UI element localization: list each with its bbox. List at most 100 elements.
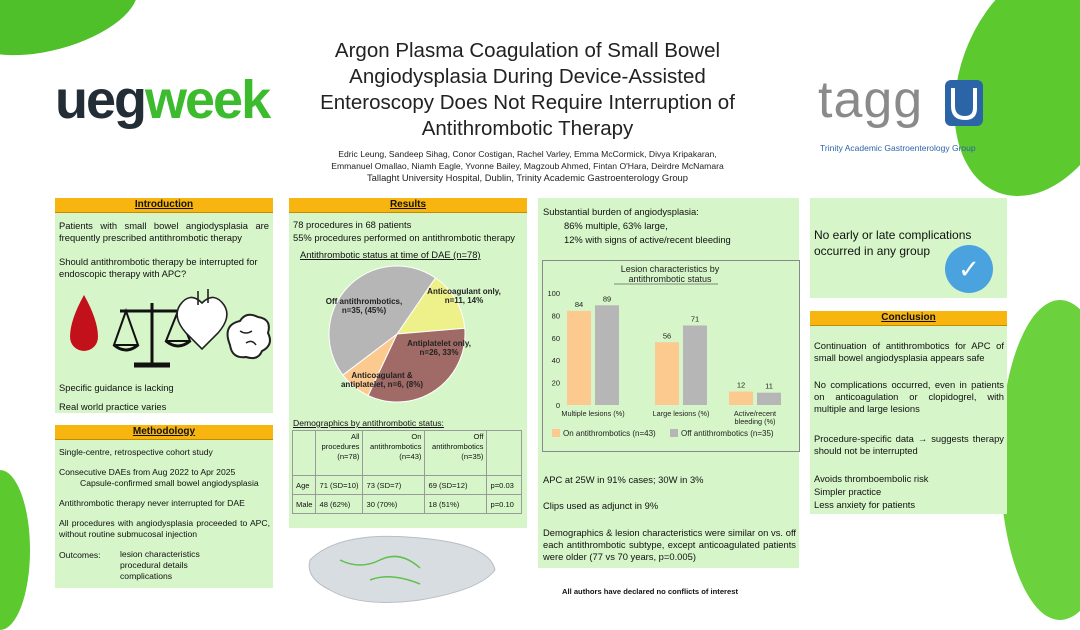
table-cell: Male xyxy=(291,494,317,514)
pie-slice xyxy=(328,265,437,376)
legend-label: Off antithrombotics (n=35) xyxy=(681,429,774,438)
poster-title: Argon Plasma Coagulation of Small Bowel … xyxy=(320,39,735,140)
outcome-item-2: procedural details xyxy=(120,560,188,570)
method-paragraph-2a: Consecutive DAEs from Aug 2022 to Apr 20… xyxy=(59,467,236,477)
y-tick-label: 20 xyxy=(552,379,560,388)
conclusion-paragraph-2: No complications occurred, even in patie… xyxy=(814,379,1004,414)
results-line-2: 55% procedures performed on antithrombot… xyxy=(293,232,515,243)
bar xyxy=(655,342,679,405)
conclusion-panel xyxy=(810,311,1007,514)
authors-line-1: Edric Leung, Sandeep Sihag, Conor Costig… xyxy=(338,149,717,159)
y-tick-label: 60 xyxy=(552,334,560,343)
demographics-table: All procedures (n=78) On antithrombotics… xyxy=(291,430,523,514)
introduction-panel xyxy=(55,198,273,413)
bar-value-label: 89 xyxy=(603,294,611,303)
ueg-logo-text: ueg xyxy=(55,70,147,130)
outcome-item-3: complications xyxy=(120,571,173,581)
table-header-cell: On antithrombotics (n=43) xyxy=(362,430,426,476)
pie-chart: Off antithrombotics, n=35, (45%) Anticoagu… xyxy=(326,265,501,403)
pie-slice-label: Antiplatelet only, n=26, 33% xyxy=(407,339,471,357)
x-category-label: Large lesions (%) xyxy=(653,409,710,418)
intro-illustration xyxy=(70,289,271,368)
table-header-cell xyxy=(291,430,317,476)
table-header-cell: All procedures (n=78) xyxy=(315,430,364,476)
methodology-heading: Methodology xyxy=(55,425,273,440)
introduction-heading: Introduction xyxy=(55,198,273,213)
y-tick-label: 0 xyxy=(556,401,560,410)
table-header-cell xyxy=(486,430,523,476)
pie-slice-label: Anticoagulant only, n=11, 14% xyxy=(427,287,501,305)
method-paragraph-2b: Capsule-confirmed small bowel angiodyspl… xyxy=(80,478,259,488)
bar-chart-frame xyxy=(542,260,800,452)
decor-green-bottom-right xyxy=(1000,300,1080,620)
blood-drop-icon xyxy=(70,295,98,351)
outcomes-label: Outcomes: xyxy=(59,550,101,560)
conclusion-benefit-3: Less anxiety for patients xyxy=(814,499,916,510)
lesion-burden-2: 12% with signs of active/recent bleeding xyxy=(564,234,731,245)
bar-value-label: 56 xyxy=(663,331,671,340)
intro-paragraph-3: Specific guidance is lacking xyxy=(59,382,174,393)
author-block: Edric Leung, Sandeep Sihag, Conor Costig… xyxy=(300,149,755,184)
methodology-panel xyxy=(55,425,273,588)
clips-usage: Clips used as adjunct in 9% xyxy=(543,500,659,511)
tagg-subtitle: Trinity Academic Gastroenterology Group xyxy=(820,143,976,153)
legend-label: On antithrombotics (n=43) xyxy=(563,429,656,438)
conclusion-paragraph-1: Continuation of antithrombotics for APC … xyxy=(814,340,1004,363)
bar xyxy=(683,325,707,405)
lesion-burden-intro: Substantial burden of angiodysplasia: xyxy=(543,206,699,217)
apc-setting: APC at 25W in 91% cases; 30W in 3% xyxy=(543,474,704,485)
pie-slice-label: Off antithrombotics, n=35, (45%) xyxy=(326,297,402,315)
outcome-item-1: lesion characteristics xyxy=(120,549,200,559)
tagg-emblem-icon xyxy=(944,80,983,127)
y-tick-label: 40 xyxy=(552,356,560,365)
table-cell: 73 (SD=7) xyxy=(362,475,426,495)
intro-paragraph-1: Patients with small bowel angiodysplasia… xyxy=(59,220,269,243)
conflict-of-interest-footer: All authors have declared no conflicts o… xyxy=(562,587,738,596)
authors-line-2: Emmanuel Omallao, Niamh Eagle, Yvonne Ba… xyxy=(331,160,724,171)
method-paragraph-4: All procedures with angiodysplasia proce… xyxy=(59,518,270,539)
bar xyxy=(729,391,753,405)
table-cell: 71 (SD=10) xyxy=(315,475,364,495)
demographics-title: Demographics by antithrombotic status: xyxy=(293,418,444,428)
checkmark-icon: ✓ xyxy=(945,245,993,293)
legend-swatch xyxy=(552,429,560,437)
table-cell: 69 (SD=12) xyxy=(424,475,488,495)
conclusion-heading: Conclusion xyxy=(810,311,1007,326)
complications-text: No early or late complications occurred … xyxy=(814,228,972,258)
tagg-logo-text: tagg xyxy=(818,71,924,129)
legend-swatch xyxy=(670,429,678,437)
heart-icon xyxy=(176,289,228,351)
conclusion-benefit-1: Avoids thromboembolic risk xyxy=(814,473,929,484)
results-line-1: 78 procedures in 68 patients xyxy=(293,219,412,230)
x-category-label: Active/recent bleeding (%) xyxy=(734,409,776,426)
table-cell: p=0.03 xyxy=(486,475,523,495)
demographics-summary: Demographics & lesion characteristics we… xyxy=(543,527,796,562)
pie-slice xyxy=(395,277,466,335)
bar-value-label: 12 xyxy=(737,381,745,390)
bar xyxy=(567,310,591,405)
results-heading: Results xyxy=(289,198,527,213)
bar xyxy=(757,392,781,405)
bar-chart: Lesion characteristics by antithrombotic … xyxy=(547,264,781,438)
y-tick-label: 80 xyxy=(552,311,560,320)
table-cell: 18 (51%) xyxy=(424,494,488,514)
x-category-label: Multiple lesions (%) xyxy=(561,409,624,418)
decor-green-top-left xyxy=(0,0,148,72)
bar-value-label: 71 xyxy=(691,314,699,323)
table-row: Age 71 (SD=10) 73 (SD=7) 69 (SD=12) p=0.… xyxy=(291,475,523,495)
table-header-cell: Off antithrombotics (n=35) xyxy=(424,430,488,476)
bar-chart-title: Lesion characteristics by antithrombotic … xyxy=(621,264,720,284)
y-tick-label: 100 xyxy=(547,289,560,298)
pie-slice-label: Anticoagulant & antiplatelet, n=6, (8%) xyxy=(341,371,423,389)
table-header-row: All procedures (n=78) On antithrombotics… xyxy=(291,430,523,476)
method-paragraph-3: Antithrombotic therapy never interrupted… xyxy=(59,498,245,508)
table-cell: 48 (62%) xyxy=(315,494,364,514)
table-row: Male 48 (62%) 30 (70%) 18 (51%) p=0.10 xyxy=(291,494,523,514)
conclusion-benefit-2: Simpler practice xyxy=(814,486,882,497)
bar-value-label: 84 xyxy=(575,300,583,309)
week-logo-text: week xyxy=(145,70,271,130)
bar-value-label: 11 xyxy=(765,382,773,391)
intro-paragraph-2: Should antithrombotic therapy be interru… xyxy=(59,256,258,279)
table-cell: Age xyxy=(291,475,317,495)
conclusion-paragraph-3: Procedure-specific data → suggests thera… xyxy=(814,433,1004,456)
